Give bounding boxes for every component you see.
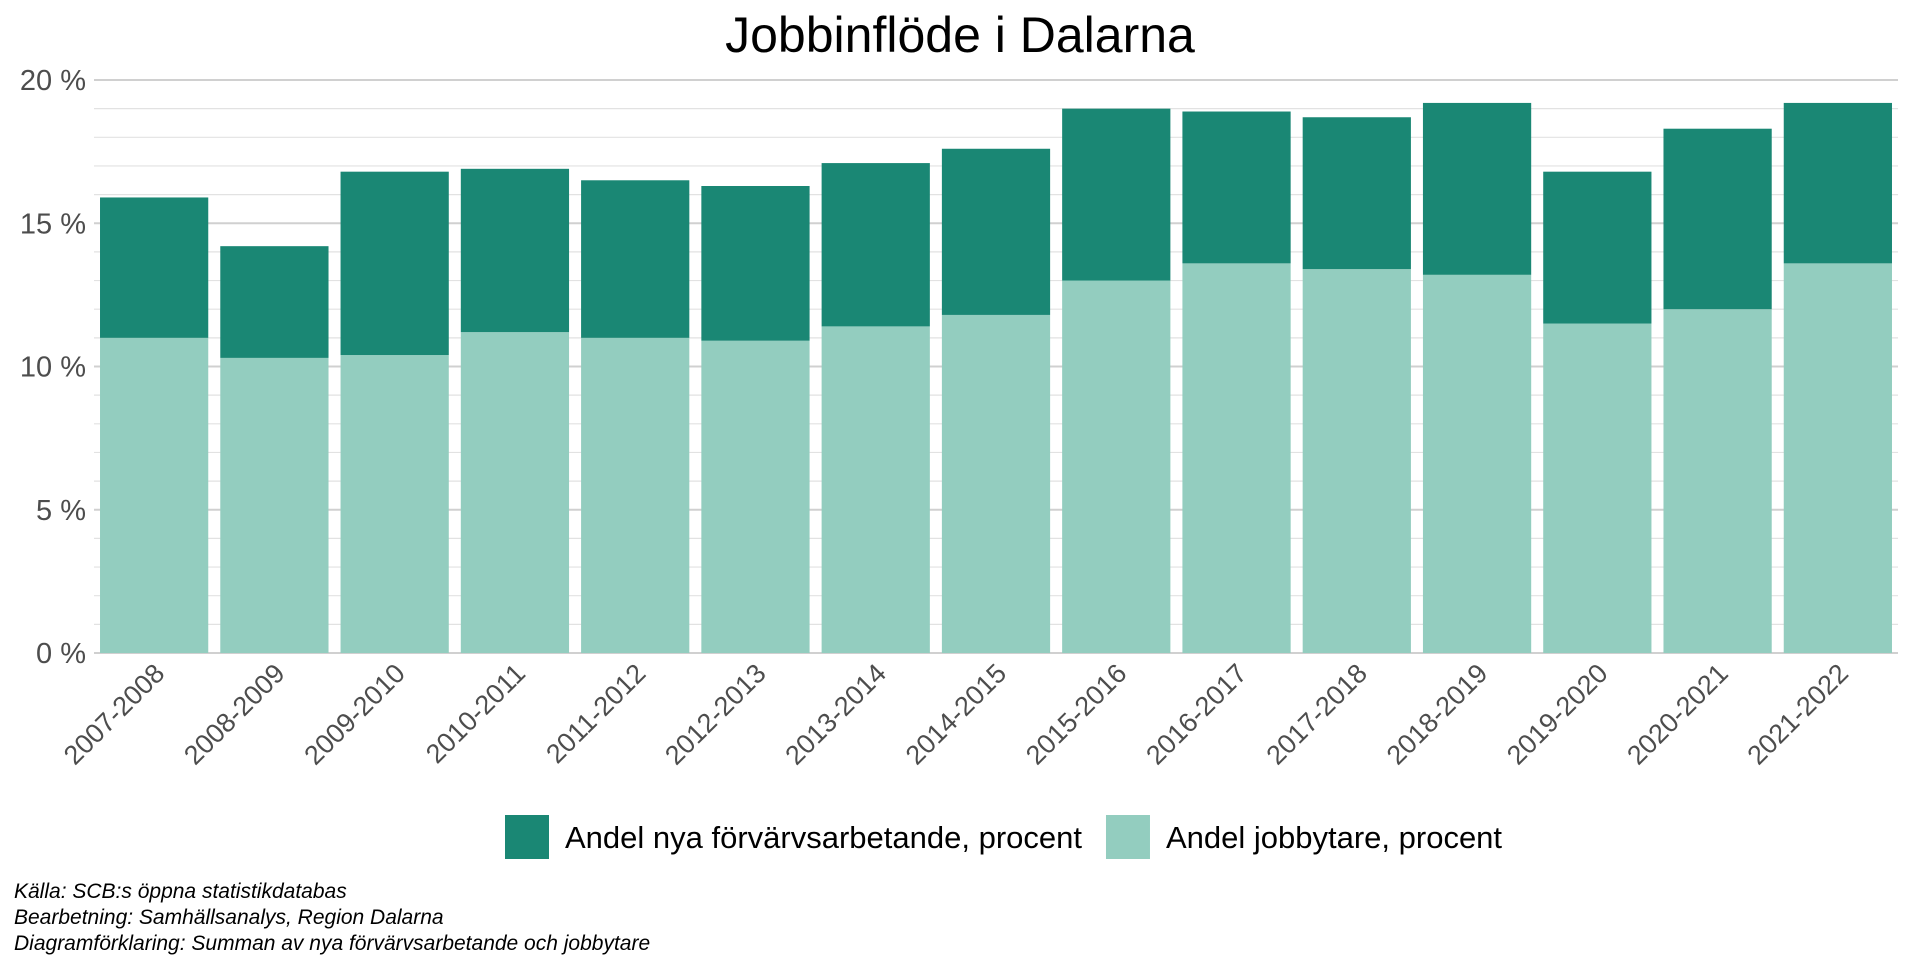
x-tick-label: 2010-2011: [420, 658, 531, 769]
bar-segment: [1062, 108, 1171, 281]
x-tick-label: 2016-2017: [1140, 658, 1253, 771]
bar-segment: [1182, 111, 1291, 264]
y-tick-label: 15 %: [20, 208, 86, 240]
bar-segment: [1543, 171, 1652, 324]
x-tick-label: 2008-2009: [178, 658, 291, 771]
x-tick-label: 2013-2014: [779, 658, 892, 771]
bar-segment: [941, 314, 1051, 653]
legend-swatch: [1105, 815, 1150, 859]
bar-segment: [701, 340, 810, 653]
legend-swatch: [505, 815, 549, 859]
y-tick-label: 5 %: [36, 495, 86, 527]
bar-segment: [340, 355, 449, 653]
bar-segment: [100, 337, 209, 653]
bar-segment: [821, 163, 930, 327]
bar-segment: [1663, 309, 1772, 653]
caption: Källa: SCB:s öppna statistikdatabas Bearb…: [14, 880, 650, 955]
legend: Andel nya förvärvsarbetande, procent Ande…: [505, 815, 1502, 859]
x-axis-tick-labels: 2007-2008 2008-2009 2009-2010 2010-2011 2011…: [58, 658, 1854, 771]
bar-segment: [1543, 323, 1652, 653]
y-tick-label: 20 %: [20, 65, 86, 97]
bar-segment: [1062, 280, 1171, 653]
x-tick-label: 2017-2018: [1261, 658, 1374, 771]
bar-segment: [1783, 102, 1892, 264]
bar-segment: [1302, 269, 1411, 653]
bar-segment: [581, 180, 690, 338]
x-tick-label: 2011-2012: [540, 658, 651, 769]
chart-title: Jobbinflöde i Dalarna: [725, 7, 1195, 63]
x-tick-label: 2018-2019: [1381, 658, 1494, 771]
bar-segment: [1422, 274, 1532, 653]
caption-line: Källa: SCB:s öppna statistikdatabas: [14, 880, 347, 903]
x-tick-label: 2014-2015: [900, 658, 1013, 771]
legend-label: Andel nya förvärvsarbetande, procent: [565, 820, 1082, 855]
bar-segment: [1302, 117, 1411, 270]
caption-line: Bearbetning: Samhällsanalys, Region Dala…: [14, 906, 444, 929]
bar-segment: [460, 332, 570, 653]
bar-segment: [1182, 263, 1291, 653]
bar-segment: [1783, 263, 1892, 653]
y-axis-tick-labels: 0 % 5 % 10 % 15 % 20 %: [20, 65, 86, 670]
bar-segment: [821, 326, 930, 653]
bar-segment: [340, 171, 449, 356]
bar-segment: [460, 168, 570, 333]
y-tick-label: 10 %: [20, 352, 86, 384]
bar-segment: [1422, 102, 1532, 275]
bars: [100, 102, 1892, 653]
bar-segment: [220, 357, 329, 653]
x-tick-label: 2012-2013: [659, 658, 772, 771]
x-tick-label: 2020-2021: [1621, 658, 1734, 771]
bar-segment: [100, 197, 209, 338]
caption-line: Diagramförklaring: Summan av nya förvärv…: [14, 932, 650, 955]
bar-segment: [581, 337, 690, 653]
bar-segment: [220, 246, 329, 358]
bar-segment: [701, 186, 810, 341]
legend-label: Andel jobbytare, procent: [1166, 820, 1502, 855]
x-tick-label: 2019-2020: [1501, 658, 1614, 771]
bar-segment: [941, 148, 1051, 315]
x-tick-label: 2009-2010: [298, 658, 411, 771]
x-tick-label: 2007-2008: [58, 658, 171, 771]
y-tick-label: 0 %: [36, 638, 86, 670]
bar-segment: [1663, 128, 1772, 310]
x-tick-label: 2015-2016: [1020, 658, 1133, 771]
x-tick-label: 2021-2022: [1742, 658, 1855, 771]
